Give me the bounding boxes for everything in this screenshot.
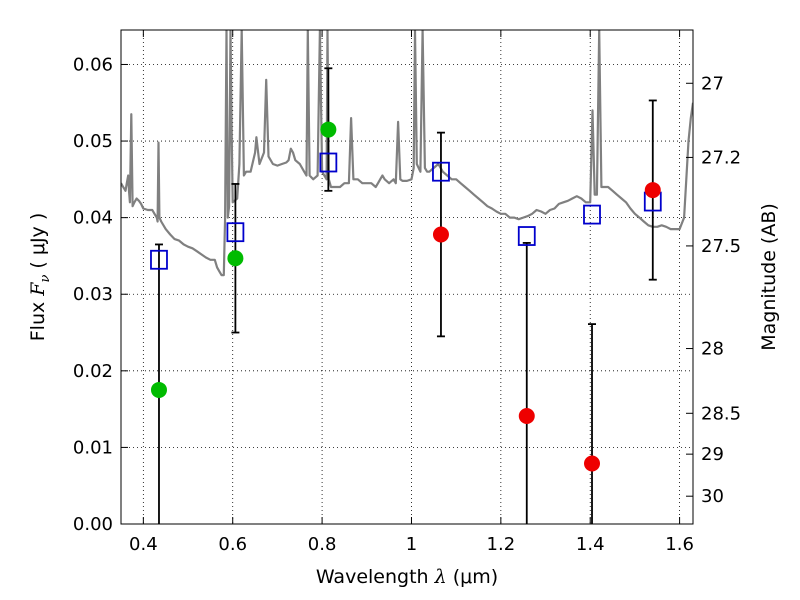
model-photometry-square: [583, 204, 601, 225]
detection-point: [227, 250, 244, 267]
y-axis-title-post: ( μJy ): [27, 213, 49, 275]
magnitude-axis-title: Magnitude (AB): [758, 203, 780, 351]
y-axis-title-pre: Flux: [27, 296, 49, 342]
detection-point: [320, 121, 337, 138]
magnitude-axis-ticks: 27 27.2 27.5 28 28.5 29 30: [686, 73, 741, 507]
magnitude-tick-label: 27.5: [701, 236, 741, 257]
magnitude-tick-label: 27.2: [701, 147, 741, 168]
lowsn-point: [584, 455, 601, 472]
plot-area: [121, 30, 693, 524]
y-tick-label: 0.05: [73, 131, 113, 152]
x-tick-label: 1.6: [665, 534, 694, 555]
magnitude-tick-label: 28: [701, 339, 724, 360]
x-axis-title-symbol: λ: [434, 566, 447, 588]
y-tick-label: 0.02: [73, 361, 113, 382]
magnitude-tick-label: 27: [701, 73, 724, 94]
x-axis-title-pre: Wavelength: [316, 566, 435, 588]
x-axis-title: Wavelength λ (μm): [316, 566, 498, 588]
x-tick-label: 0.8: [308, 534, 337, 555]
model-photometry-square: [226, 222, 245, 243]
model-spectrum-layer: [121, 30, 693, 277]
model-photometry-square: [150, 249, 168, 270]
magnitude-tick-label: 28.5: [701, 403, 741, 424]
plot-frame: [120, 29, 694, 525]
y-axis-title-symbol: F: [27, 282, 49, 297]
y-tick-label: 0.04: [73, 208, 113, 229]
model-photometry-square: [319, 152, 338, 173]
y-axis-title: Flux Fν ( μJy ): [27, 213, 53, 342]
magnitude-tick-label: 30: [701, 486, 724, 507]
x-axis-ticks: 0.4 0.6 0.8 1 1.2 1.4 1.6: [129, 30, 694, 555]
model-photometry-layer: [150, 152, 662, 270]
x-axis-title-post: (μm): [447, 566, 498, 588]
y-tick-label: 0.06: [73, 54, 113, 75]
x-tick-label: 0.4: [129, 534, 158, 555]
model-photometry-square: [517, 226, 536, 246]
lowsn-point: [644, 182, 661, 199]
y-axis-title-subscript: ν: [38, 275, 53, 283]
y-axis-ticks: 0.00 0.01 0.02 0.03 0.04 0.05 0.06: [73, 54, 128, 535]
x-tick-label: 1.2: [487, 534, 516, 555]
lowsn-point: [518, 408, 535, 425]
model-spectrum-line: [121, 30, 693, 277]
model-photometry-square: [432, 161, 450, 182]
detection-point: [150, 381, 167, 398]
observed-photometry-layer: [150, 121, 661, 472]
y-tick-label: 0.01: [73, 437, 113, 458]
magnitude-tick-label: 29: [701, 444, 724, 465]
lowsn-point: [432, 226, 449, 243]
y-tick-label: 0.03: [73, 284, 113, 305]
x-tick-label: 0.6: [218, 534, 247, 555]
x-tick-label: 1: [406, 534, 417, 555]
y-tick-label: 0.00: [73, 514, 113, 535]
x-tick-label: 1.4: [576, 534, 605, 555]
